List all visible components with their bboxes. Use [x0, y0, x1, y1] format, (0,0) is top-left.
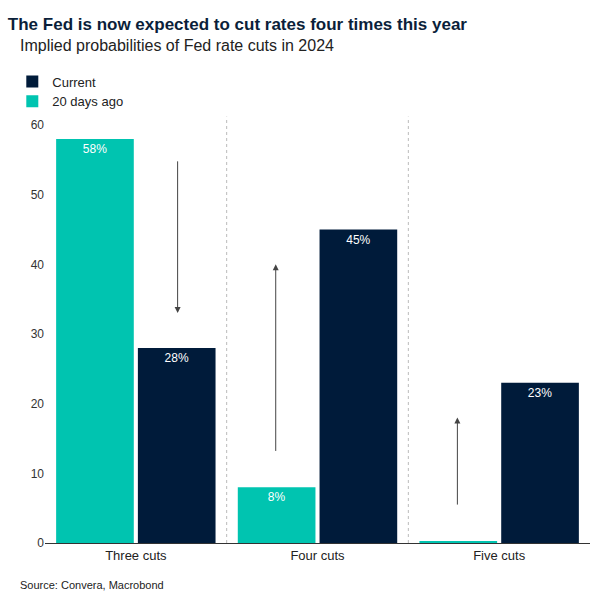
- svg-text:The Fed is now expected to cut: The Fed is now expected to cut rates fou…: [8, 15, 468, 34]
- svg-text:28%: 28%: [165, 351, 189, 365]
- svg-text:23%: 23%: [528, 386, 552, 400]
- svg-text:20 days ago: 20 days ago: [52, 94, 123, 109]
- svg-text:Source: Convera, Macrobond: Source: Convera, Macrobond: [20, 579, 164, 591]
- svg-text:Four cuts: Four cuts: [290, 548, 345, 563]
- svg-text:Five cuts: Five cuts: [473, 548, 526, 563]
- svg-text:30: 30: [31, 327, 45, 341]
- svg-text:40: 40: [31, 258, 45, 272]
- svg-text:Implied probabilities of Fed r: Implied probabilities of Fed rate cuts i…: [20, 37, 334, 54]
- svg-text:50: 50: [31, 188, 45, 202]
- svg-text:0: 0: [37, 536, 44, 550]
- svg-text:10: 10: [31, 467, 45, 481]
- svg-text:45%: 45%: [346, 233, 370, 247]
- svg-text:58%: 58%: [83, 142, 107, 156]
- svg-text:20: 20: [31, 397, 45, 411]
- svg-text:60: 60: [31, 118, 45, 132]
- svg-text:Three cuts: Three cuts: [105, 548, 167, 563]
- svg-text:8%: 8%: [268, 490, 286, 504]
- svg-text:Current: Current: [52, 75, 96, 90]
